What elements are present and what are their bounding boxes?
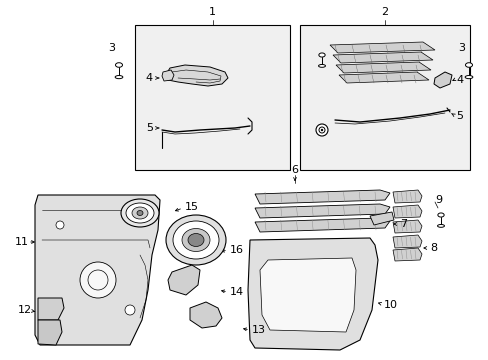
Polygon shape — [392, 220, 421, 233]
Ellipse shape — [121, 199, 159, 227]
Polygon shape — [329, 42, 434, 53]
Polygon shape — [392, 190, 421, 203]
Text: 8: 8 — [429, 243, 436, 253]
Text: 7: 7 — [399, 219, 407, 229]
Circle shape — [320, 129, 323, 131]
Circle shape — [125, 305, 135, 315]
Text: 16: 16 — [229, 245, 244, 255]
Text: 3: 3 — [108, 43, 115, 53]
Ellipse shape — [465, 63, 471, 67]
Circle shape — [88, 270, 108, 290]
Ellipse shape — [318, 64, 325, 67]
Ellipse shape — [182, 229, 209, 252]
Polygon shape — [190, 302, 222, 328]
Ellipse shape — [115, 76, 122, 79]
Text: 6: 6 — [291, 165, 298, 175]
Ellipse shape — [318, 53, 325, 57]
Text: 14: 14 — [229, 287, 244, 297]
Text: 9: 9 — [434, 195, 441, 205]
Ellipse shape — [132, 207, 148, 219]
Text: 2: 2 — [381, 7, 388, 17]
Text: 12: 12 — [18, 305, 32, 315]
Text: 4: 4 — [145, 73, 153, 83]
Text: 3: 3 — [458, 43, 465, 53]
Bar — [299, 25, 469, 170]
Polygon shape — [247, 238, 377, 350]
Ellipse shape — [137, 211, 142, 216]
Polygon shape — [38, 320, 62, 345]
Ellipse shape — [173, 221, 219, 259]
Ellipse shape — [165, 215, 225, 265]
Text: 10: 10 — [383, 300, 397, 310]
Polygon shape — [35, 195, 160, 345]
Text: 13: 13 — [251, 325, 265, 335]
Circle shape — [56, 221, 64, 229]
Polygon shape — [164, 65, 227, 86]
Ellipse shape — [464, 76, 472, 79]
Text: 5: 5 — [455, 111, 462, 121]
Circle shape — [80, 262, 116, 298]
Text: 15: 15 — [184, 202, 199, 212]
Ellipse shape — [437, 225, 444, 227]
Polygon shape — [332, 52, 432, 63]
Ellipse shape — [115, 63, 122, 67]
Polygon shape — [260, 258, 355, 332]
Text: 5: 5 — [146, 123, 153, 133]
Bar — [135, 25, 289, 170]
Text: 11: 11 — [15, 237, 29, 247]
Ellipse shape — [126, 203, 154, 223]
Polygon shape — [335, 62, 430, 73]
Polygon shape — [433, 72, 451, 88]
Polygon shape — [338, 72, 428, 83]
Polygon shape — [392, 248, 421, 261]
Polygon shape — [162, 70, 174, 81]
Circle shape — [315, 124, 327, 136]
Polygon shape — [254, 204, 389, 218]
Polygon shape — [254, 190, 389, 204]
Text: 1: 1 — [208, 7, 216, 17]
Ellipse shape — [437, 213, 443, 217]
Polygon shape — [254, 218, 389, 232]
Ellipse shape — [187, 234, 203, 247]
Circle shape — [318, 127, 325, 133]
Polygon shape — [168, 265, 200, 295]
Text: 4: 4 — [455, 75, 462, 85]
Polygon shape — [392, 205, 421, 218]
Polygon shape — [392, 235, 421, 248]
Polygon shape — [369, 212, 393, 225]
Polygon shape — [38, 298, 64, 320]
